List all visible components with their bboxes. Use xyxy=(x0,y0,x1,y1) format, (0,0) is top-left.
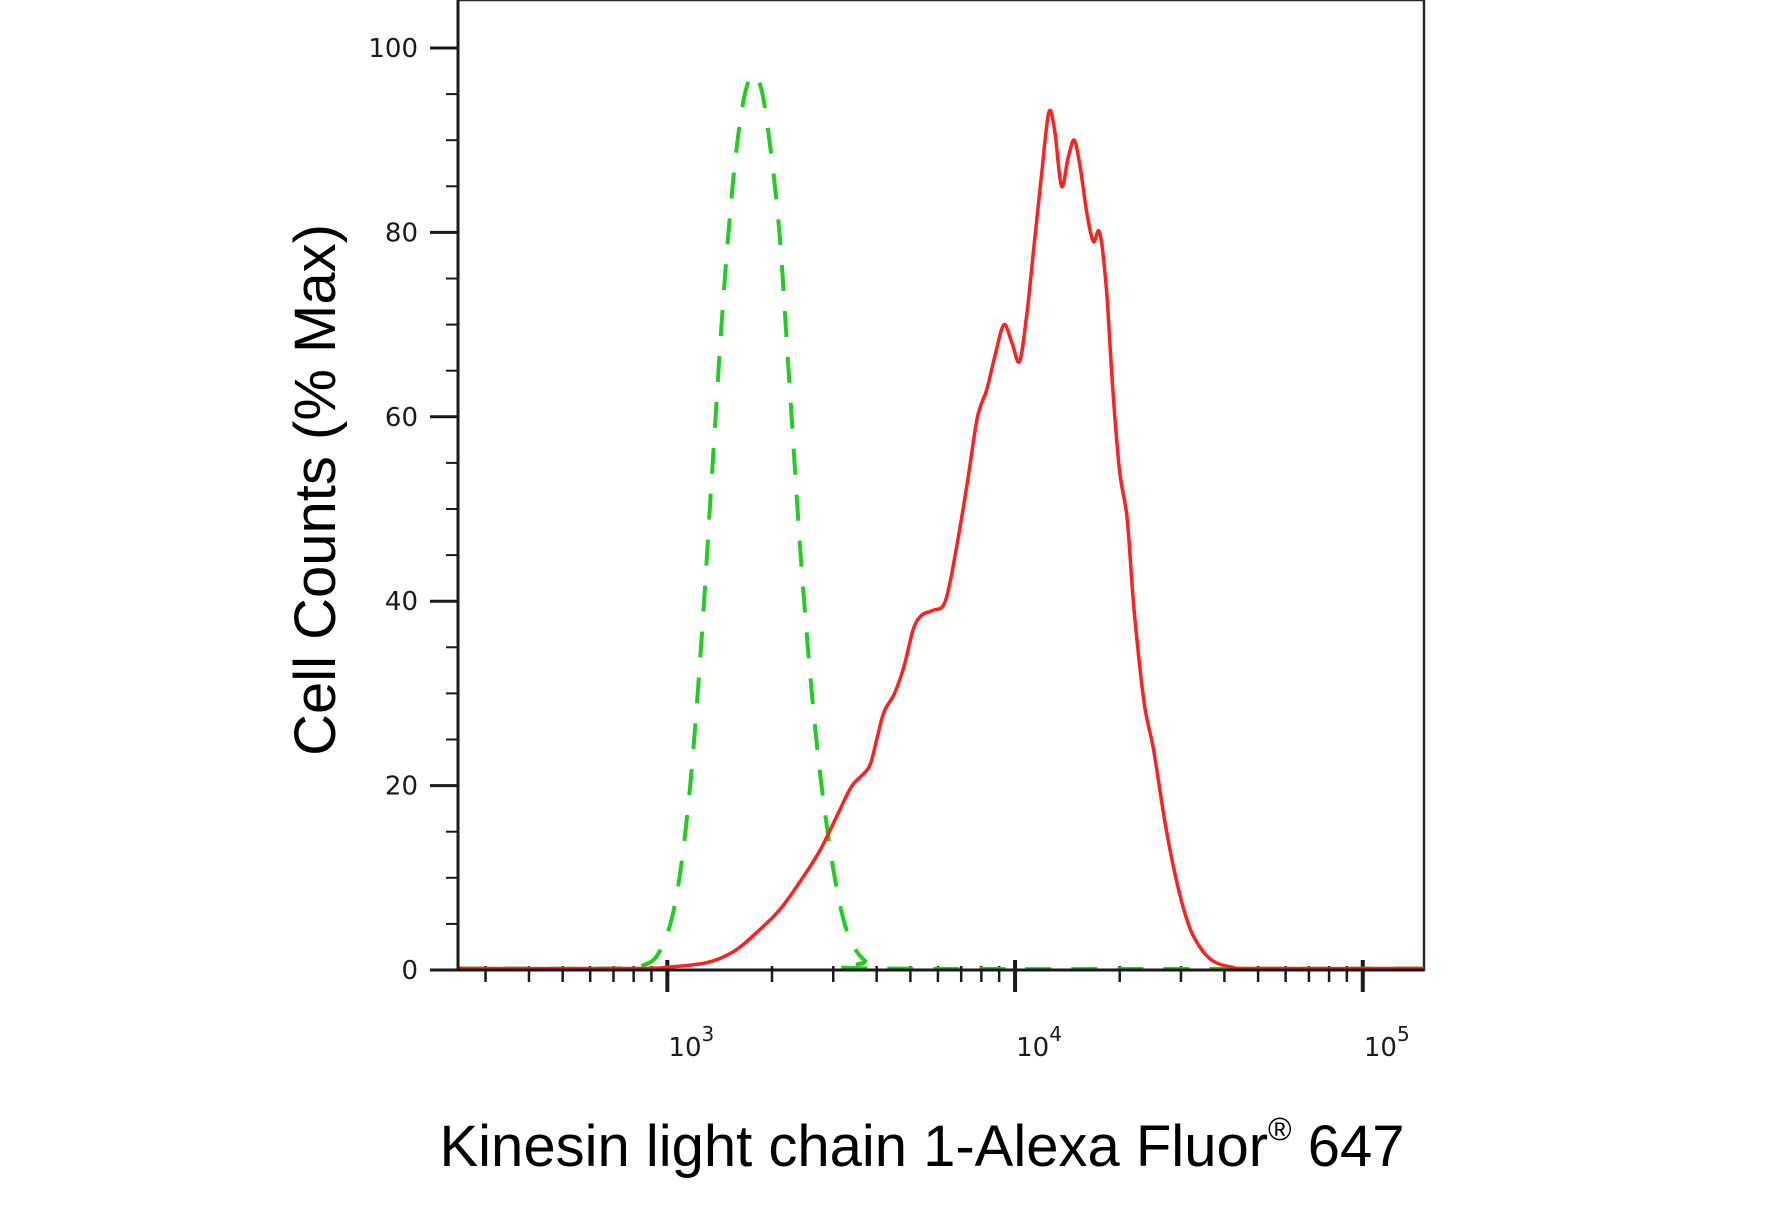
y-axis: 0 20 40 60 80 100 xyxy=(368,34,458,986)
control-histogram-line xyxy=(457,72,1425,972)
x-tick-label: 105 xyxy=(1364,1022,1410,1063)
x-tick-base: 10 xyxy=(1364,1033,1397,1063)
x-axis-title-main: Kinesin light chain 1-Alexa Fluor xyxy=(439,1114,1268,1179)
x-tick-label: 103 xyxy=(668,1022,714,1063)
series-layer xyxy=(457,72,1425,972)
y-tick-label: 60 xyxy=(385,403,418,433)
y-tick-label: 40 xyxy=(385,587,418,617)
y-tick-label: 0 xyxy=(401,956,418,986)
y-axis-title: Cell Counts (% Max) xyxy=(283,224,348,756)
x-tick-base: 10 xyxy=(668,1033,701,1063)
x-axis-title-suffix: 647 xyxy=(1292,1114,1405,1179)
y-tick-label: 100 xyxy=(368,34,418,64)
y-tick-label: 20 xyxy=(385,772,418,802)
x-tick-base: 10 xyxy=(1016,1033,1049,1063)
y-tick-label: 80 xyxy=(385,218,418,248)
x-tick-label: 104 xyxy=(1016,1022,1062,1063)
x-axis-title-registered: ® xyxy=(1268,1111,1292,1147)
x-axis: 103 104 105 xyxy=(484,960,1410,1063)
x-tick-exponent: 5 xyxy=(1397,1022,1410,1046)
x-tick-exponent: 3 xyxy=(702,1022,715,1046)
plot-frame xyxy=(456,0,1426,972)
x-tick-exponent: 4 xyxy=(1049,1022,1062,1046)
x-axis-title: Kinesin light chain 1-Alexa Fluor® 647 xyxy=(439,1111,1404,1179)
stained-histogram-line xyxy=(457,108,1425,971)
